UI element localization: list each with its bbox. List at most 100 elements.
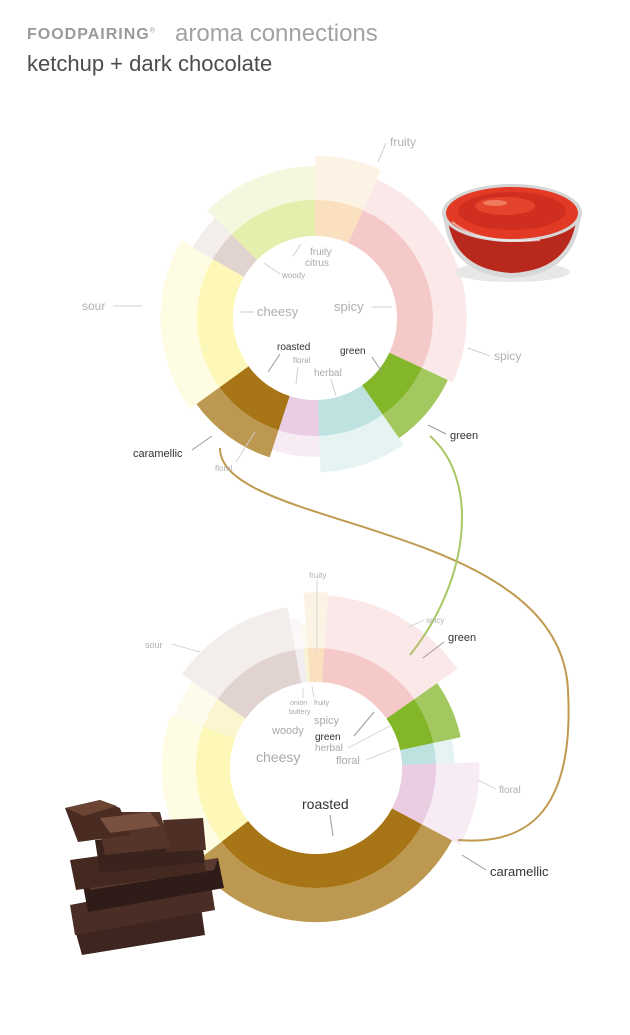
leader-line: [267, 353, 281, 373]
inner-segment-floral: [391, 763, 436, 825]
ketchup-inner-label-fruity: fruity: [310, 247, 332, 258]
chocolate-inner-label-roasted: roasted: [302, 796, 349, 812]
ketchup-outer-label-caramellic: caramellic: [133, 448, 183, 460]
ketchup-inner-label-herbal: herbal: [314, 368, 342, 379]
ketchup-wheel: [160, 155, 467, 473]
chocolate-inner-label-buttery: buttery: [289, 709, 311, 716]
inner-segment-herbal: [317, 385, 383, 436]
outer-segment-onion: [289, 617, 304, 650]
leader-line: [353, 711, 375, 737]
inner-segment-floral: [278, 395, 320, 437]
ketchup-labels: fruity sour spicy green caramellic flora…: [82, 135, 521, 473]
leader-line: [311, 685, 315, 699]
inner-segment-cheesy: [195, 726, 249, 842]
chocolate-inner-label-floral: floral: [336, 755, 360, 767]
inner-segment-woody: [212, 234, 258, 277]
chocolate-outer-label-spicy: spicy: [426, 616, 444, 625]
wheel-center: [230, 682, 402, 854]
ketchup-inner-label-cheesy: cheesy: [257, 304, 299, 319]
inner-segment-spicy: [348, 210, 433, 368]
leader-line: [467, 347, 491, 357]
inner-segment-fruity: [315, 200, 363, 244]
ketchup-outer-label-fruity: fruity: [390, 135, 416, 149]
ketchup-outer-label-floral: floral: [215, 464, 233, 473]
leader-line: [330, 378, 337, 397]
header: FOODPAIRING® aroma connections ketchup +…: [0, 0, 630, 90]
inner-segment-onion: [295, 648, 308, 684]
outer-segment-herbal: [319, 414, 404, 473]
chocolate-wheel: [161, 592, 480, 923]
outer-segment-floral: [272, 430, 320, 457]
chocolate-inner-label-green: green: [315, 732, 341, 743]
inner-segment-fruity: [307, 647, 325, 683]
outer-segment-cheesy: [160, 240, 220, 409]
leader-line: [191, 435, 213, 451]
outer-segment-citrus: [207, 166, 315, 235]
inner-segment-roasted: [221, 808, 422, 889]
chocolate-inner-label-woody: woody: [271, 725, 304, 737]
leader-line: [263, 262, 281, 275]
chocolate-inner-label-herbal: herbal: [315, 743, 343, 754]
leader-line: [406, 619, 425, 629]
outer-segment-herbal: [433, 739, 455, 764]
outer-segment-roasted: [196, 387, 279, 458]
ketchup-outer-label-green: green: [450, 430, 478, 442]
ketchup-inner-label-floral: floral: [293, 356, 311, 365]
caramellic-connector: [219, 447, 570, 842]
leader-line: [295, 366, 299, 385]
outer-segment-sour: [174, 681, 218, 727]
chocolate-inner-label-fruity: fruity: [314, 700, 330, 707]
chocolate-outer-label-fruity: fruity: [309, 571, 326, 580]
inner-segment-woody: [217, 649, 302, 719]
inner-segment-sour: [203, 699, 246, 739]
page-title: ketchup + dark chocolate: [27, 51, 273, 76]
leader-line: [329, 814, 334, 837]
leader-line: [365, 747, 397, 761]
ketchup-inner-label-woody: woody: [281, 271, 305, 280]
outer-segment-spicy: [362, 179, 467, 383]
ketchup-outer-label-spicy: spicy: [494, 349, 521, 363]
leader-line: [347, 725, 391, 749]
inner-segment-buttery: [303, 648, 311, 683]
leader-line: [292, 243, 302, 257]
chocolate-outer-label-sour: sour: [145, 640, 163, 650]
leader-line: [377, 142, 387, 163]
ketchup-inner-label-spicy: spicy: [334, 299, 364, 314]
outer-segment-woody: [182, 607, 296, 700]
page-subtitle: aroma connections: [175, 20, 378, 47]
inner-segment-spicy: [321, 648, 415, 719]
leader-line: [427, 424, 447, 435]
outer-segment-green: [382, 367, 448, 439]
leader-line: [235, 431, 256, 463]
inner-segment-green: [386, 699, 434, 751]
outer-segment-spicy: [324, 595, 458, 700]
chocolate-inner-label-spicy: spicy: [314, 715, 340, 727]
outer-segment-green: [414, 683, 461, 744]
chocolate-labels: fruity spicy sour green floral caramelli…: [145, 571, 549, 879]
leader-line: [371, 356, 383, 373]
leader-line: [477, 779, 497, 790]
chocolate-outer-label-caramellic: caramellic: [490, 864, 549, 879]
leader-line: [171, 643, 201, 653]
outer-segment-woody: [192, 218, 232, 259]
chocolate-stack-icon: [65, 800, 224, 955]
inner-segment-roasted: [219, 366, 290, 431]
chocolate-inner-label-onion: onion: [290, 700, 307, 707]
ketchup-bowl-icon: [442, 184, 582, 282]
ketchup-outer-label-sour: sour: [82, 299, 105, 313]
outer-segment-roasted: [194, 824, 453, 923]
leader-line: [422, 641, 445, 659]
inner-segment-green: [362, 352, 422, 415]
chocolate-inner-label-cheesy: cheesy: [256, 749, 300, 765]
outer-segment-buttery: [300, 623, 308, 649]
chocolate-outer-label-floral: floral: [499, 785, 521, 796]
ketchup-inner-label-green: green: [340, 346, 366, 357]
inner-segment-cheesy: [196, 259, 249, 388]
ketchup-inner-label-roasted: roasted: [277, 342, 310, 353]
outer-segment-fruity: [315, 155, 381, 211]
brand-logo: FOODPAIRING®: [27, 26, 156, 44]
green-connector: [409, 435, 463, 656]
outer-segment-floral: [421, 762, 480, 845]
inner-segment-herbal: [400, 743, 436, 765]
